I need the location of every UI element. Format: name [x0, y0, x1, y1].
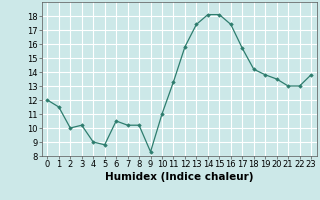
X-axis label: Humidex (Indice chaleur): Humidex (Indice chaleur) [105, 172, 253, 182]
